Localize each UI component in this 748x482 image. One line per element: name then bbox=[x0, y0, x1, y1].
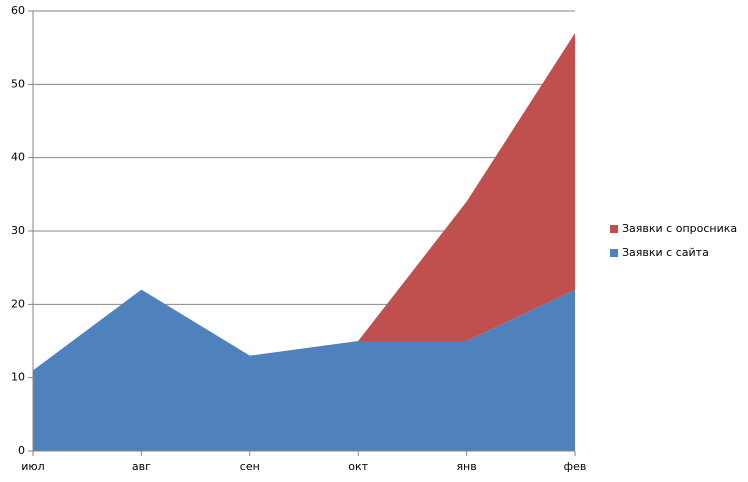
legend-swatch bbox=[610, 225, 618, 233]
x-tick-label: сен bbox=[240, 460, 260, 473]
y-tick-label: 0 bbox=[18, 444, 25, 457]
x-tick-label: фев bbox=[564, 460, 587, 473]
area bbox=[33, 33, 575, 371]
x-tick-label: июл bbox=[21, 460, 44, 473]
x-tick-label: окт bbox=[348, 460, 368, 473]
legend-swatch bbox=[610, 249, 618, 257]
x-tick-label: авг bbox=[132, 460, 151, 473]
legend-label: Заявки с опросника bbox=[622, 222, 737, 235]
y-tick-label: 30 bbox=[11, 224, 25, 237]
y-tick-label: 60 bbox=[11, 4, 25, 17]
x-tick-label: янв bbox=[456, 460, 476, 473]
y-tick-label: 50 bbox=[11, 77, 25, 90]
y-tick-label: 20 bbox=[11, 297, 25, 310]
y-tick-label: 10 bbox=[11, 371, 25, 384]
y-tick-label: 40 bbox=[11, 151, 25, 164]
legend-label: Заявки с сайта bbox=[622, 246, 709, 259]
area bbox=[33, 289, 575, 451]
